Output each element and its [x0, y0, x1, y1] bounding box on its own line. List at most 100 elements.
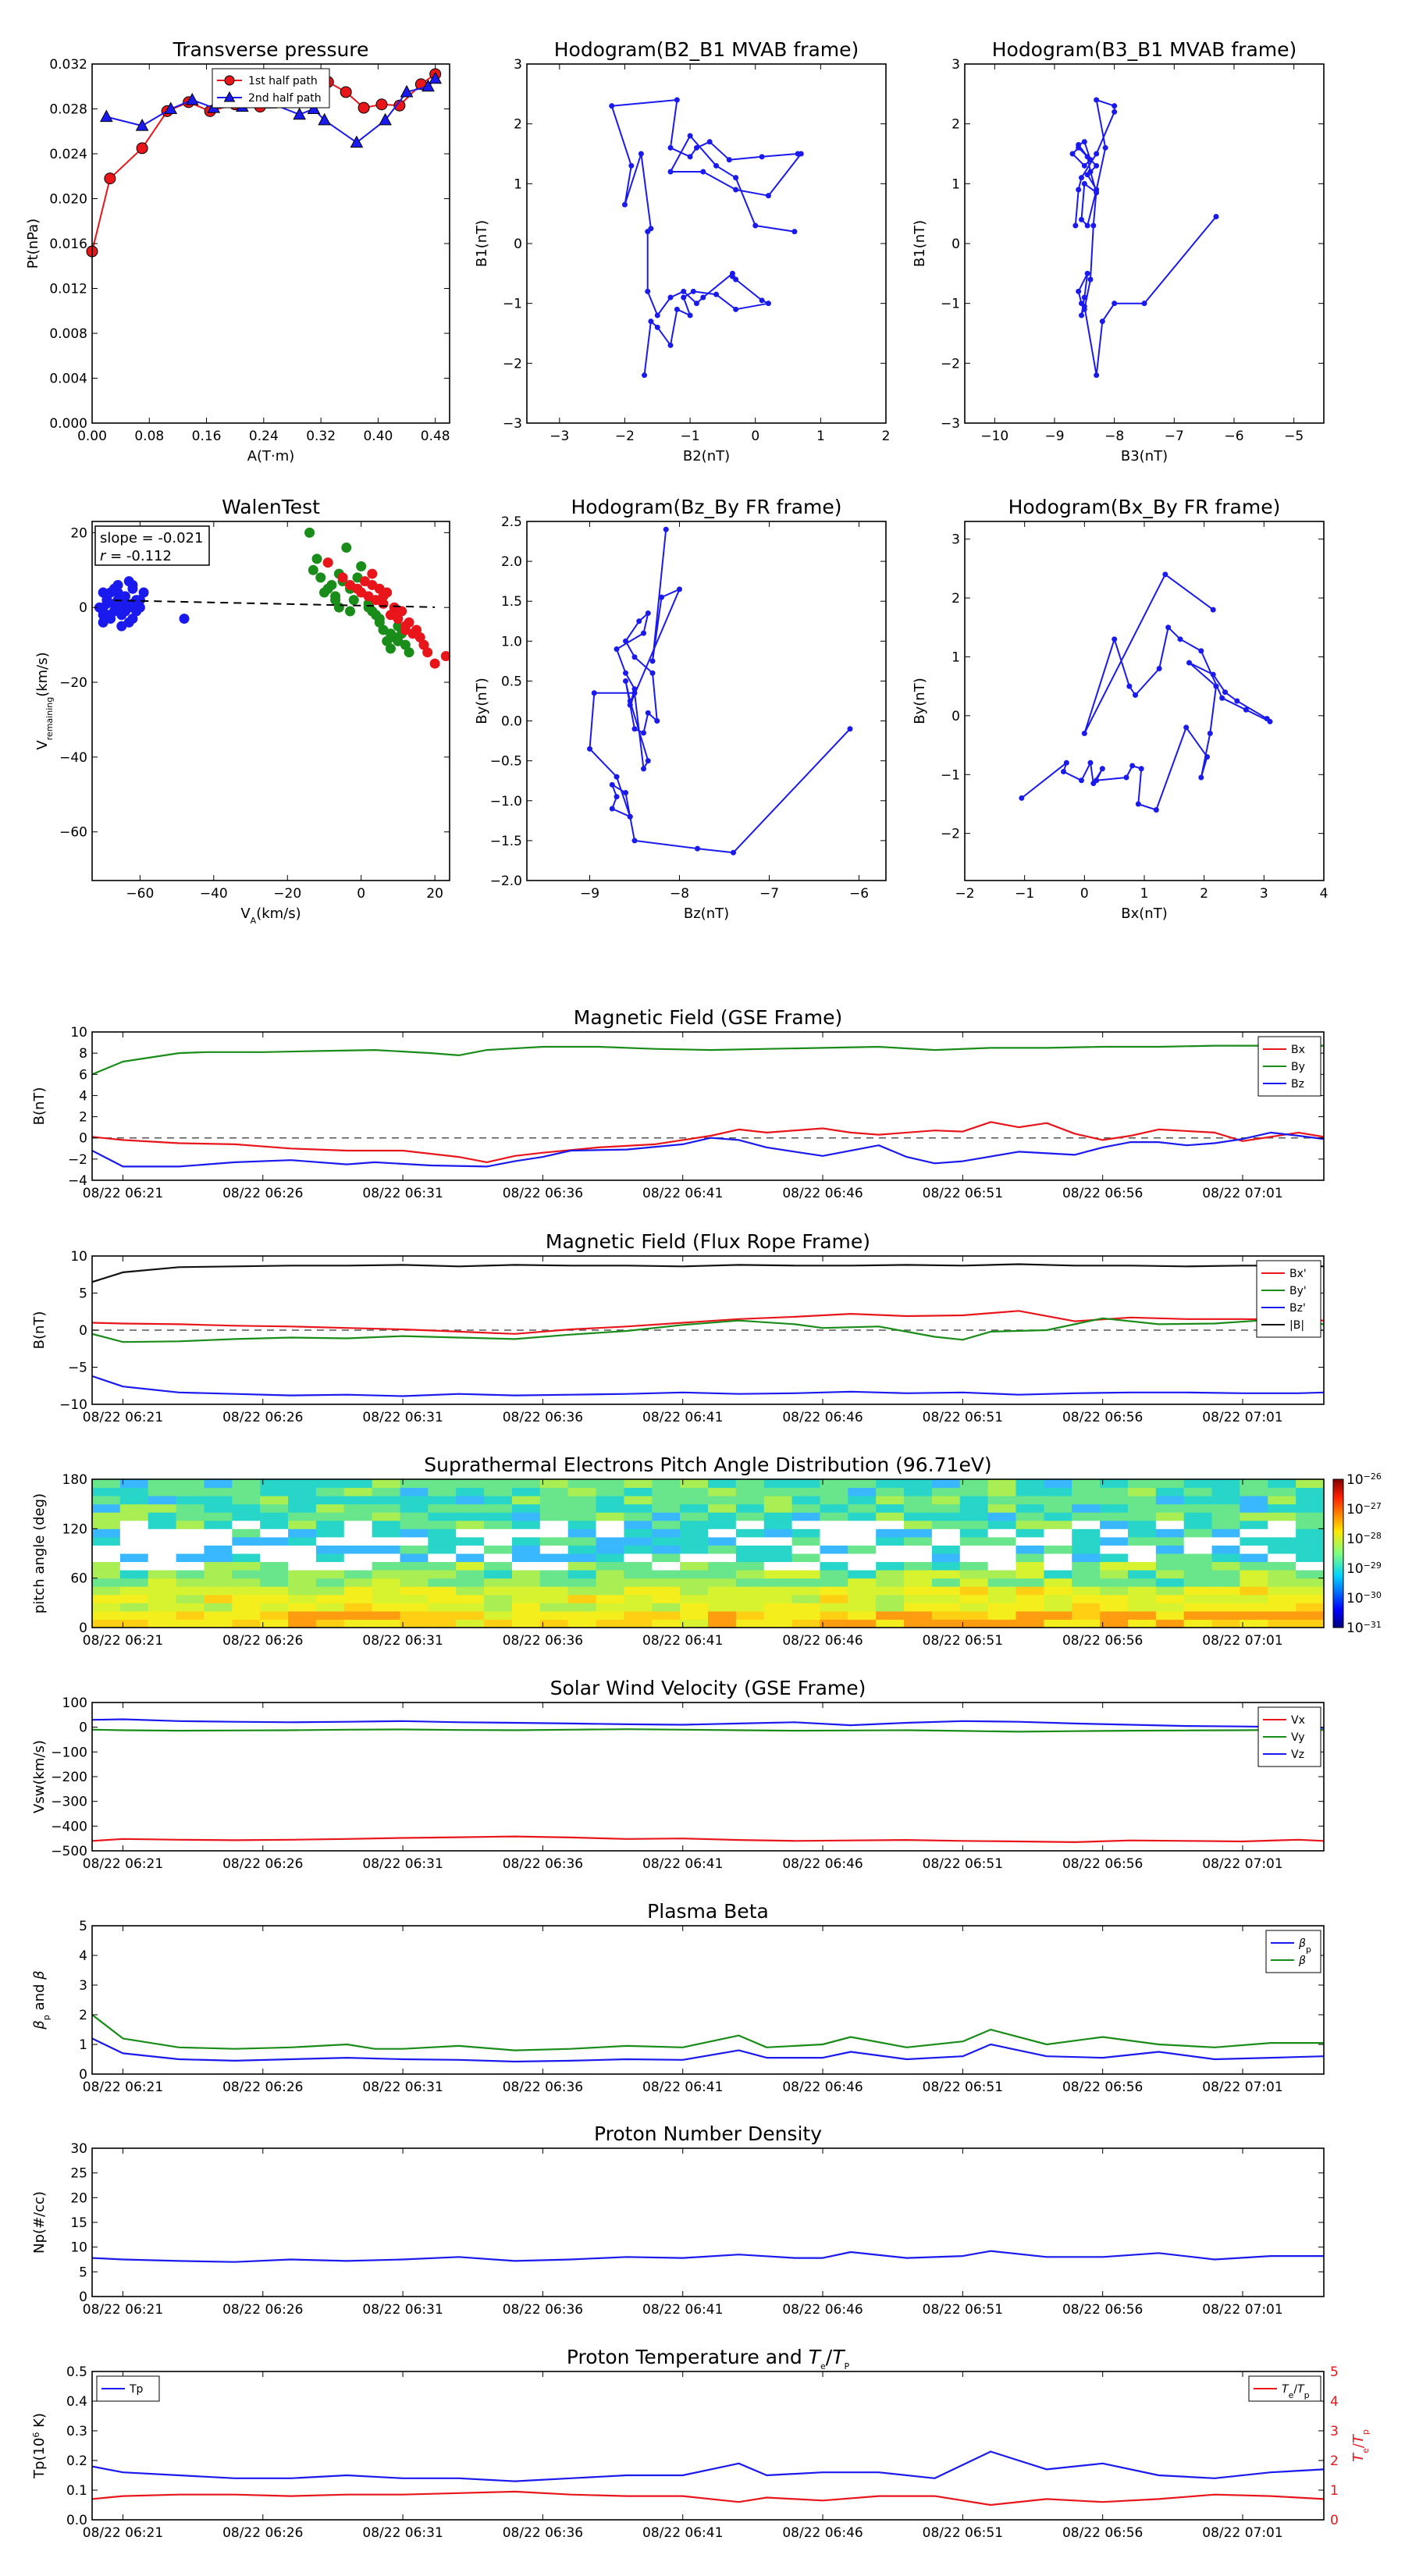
heatmap-cell [763, 1520, 793, 1529]
heatmap-cell [484, 1496, 513, 1505]
hodogram-point [623, 678, 628, 684]
pressure-point-2nd [350, 135, 364, 148]
panel-mag_fr: 08/22 06:21 08/22 06:26 08/22 06:31 08/22 0… [31, 1230, 1325, 1425]
heatmap-cell [176, 1594, 205, 1603]
heatmap-cell [119, 1594, 149, 1603]
x-tick-label: 08/22 06:46 [782, 1856, 863, 1872]
heatmap-cell [1100, 1528, 1129, 1538]
x-axis-label: A(T·m) [247, 448, 295, 464]
heatmap-cell [1296, 1536, 1324, 1546]
heatmap-cell [539, 1520, 569, 1529]
y-tick-label: −60 [59, 825, 87, 841]
y-tick-label: 0.4 [66, 2394, 87, 2410]
legend-label: βp [1298, 1937, 1311, 1955]
heatmap-cell [1183, 1496, 1213, 1505]
heatmap-cell [315, 1619, 345, 1628]
walen-point [356, 561, 367, 571]
heatmap-cell [1072, 1520, 1101, 1529]
heatmap-cell [624, 1487, 653, 1496]
legend-label: Bx' [1289, 1268, 1307, 1280]
y-tick-label: 15 [70, 2215, 87, 2231]
x-tick-label: −7 [1165, 429, 1184, 444]
heatmap-cell [148, 1503, 177, 1513]
hodogram-point [733, 175, 739, 181]
plot-area [94, 527, 450, 669]
hodogram-point [1094, 162, 1100, 169]
heatmap-cell [260, 1578, 289, 1587]
y-tick-label: 0 [79, 2067, 87, 2083]
legend: βpβ [1265, 1930, 1321, 1973]
x-tick-label: 08/22 07:01 [1202, 1410, 1282, 1425]
x-tick-label: 08/22 06:36 [503, 1186, 583, 1201]
heatmap-cell [791, 1496, 820, 1505]
heatmap-cell [987, 1479, 1016, 1489]
heatmap-cell [260, 1512, 289, 1521]
x-tick-label: 0 [751, 429, 759, 444]
heatmap-cell [652, 1619, 681, 1628]
heatmap-cell [652, 1610, 681, 1620]
hodogram-point [1084, 270, 1090, 276]
heatmap-cell [288, 1603, 317, 1612]
hodogram-point [609, 781, 615, 788]
heatmap-cell [1072, 1479, 1101, 1489]
heatmap-cell [708, 1536, 737, 1546]
heatmap-cell [1240, 1570, 1268, 1579]
chart-title: Hodogram(Bx_By FR frame) [1008, 496, 1281, 518]
chart-title: Solar Wind Velocity (GSE Frame) [550, 1677, 866, 1699]
hodogram-point [1084, 222, 1090, 229]
heatmap-cell [539, 1603, 569, 1612]
heatmap-cell [1268, 1578, 1297, 1587]
x-tick-label: 08/22 06:31 [362, 2080, 443, 2095]
heatmap-cell [763, 1578, 793, 1587]
heatmap-cell [176, 1610, 205, 1620]
series-line [92, 1121, 1324, 1164]
heatmap-cell [904, 1487, 933, 1496]
y-tick-label: 0.000 [49, 416, 87, 432]
heatmap-cell [959, 1536, 989, 1546]
y-tick-label: 1 [951, 176, 960, 192]
heatmap-cell [400, 1545, 429, 1554]
heatmap-cell [1016, 1570, 1044, 1579]
heatmap-cell [652, 1487, 681, 1496]
heatmap-cell [735, 1561, 765, 1571]
x-tick-label: 08/22 06:51 [923, 2302, 1003, 2318]
heatmap-cell [119, 1496, 149, 1505]
y-tick-label: −1 [941, 297, 960, 312]
x-tick-label: 08/22 06:56 [1062, 1633, 1143, 1649]
y2-tick-label: 4 [1330, 2394, 1339, 2410]
heatmap-cell [92, 1561, 121, 1571]
heatmap-cell [791, 1610, 820, 1620]
colorbar-tick-label: 10−30 [1346, 1590, 1382, 1607]
heatmap-cell [92, 1594, 121, 1603]
y-tick-label: 60 [70, 1571, 87, 1587]
heatmap-cell [92, 1610, 121, 1620]
heatmap-cell [1044, 1603, 1072, 1612]
heatmap-cell [1155, 1561, 1185, 1571]
heatmap-cell [596, 1503, 624, 1513]
heatmap-cell [1268, 1553, 1297, 1563]
heatmap-cell [680, 1619, 709, 1628]
legend: Bx' By' Bz' |B| [1256, 1260, 1321, 1338]
heatmap-cell [428, 1586, 457, 1596]
heatmap-cell [511, 1610, 541, 1620]
hodogram-point [621, 201, 628, 208]
heatmap-cell [1183, 1603, 1213, 1612]
hodogram-point [1198, 648, 1204, 654]
hodogram-point [627, 698, 633, 704]
heatmap-cell [372, 1496, 400, 1505]
heatmap-cell [260, 1536, 289, 1546]
heatmap-cell [959, 1610, 989, 1620]
heatmap-cell [987, 1520, 1016, 1529]
heatmap-cell [260, 1479, 289, 1489]
hodogram-point [649, 658, 656, 664]
pressure-point-1st [136, 142, 148, 155]
heatmap-cell [791, 1479, 820, 1489]
heatmap-cell [652, 1520, 681, 1529]
heatmap-cell [92, 1496, 121, 1505]
pressure-point-2nd [99, 109, 113, 123]
x-tick-label: 0.08 [134, 429, 164, 444]
x-tick-label: −8 [670, 886, 689, 902]
heatmap-cell [204, 1520, 233, 1529]
y-tick-label: 2.0 [501, 554, 522, 570]
heatmap-cell [1044, 1536, 1072, 1546]
